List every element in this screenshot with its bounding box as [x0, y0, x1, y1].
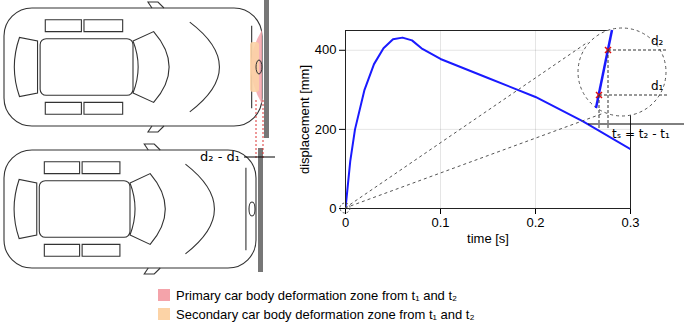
svg-text:0.3: 0.3: [621, 215, 639, 230]
svg-text:Primary car body deformation z: Primary car body deformation zone from t…: [176, 288, 457, 303]
svg-text:tₛ = t₂ - t₁: tₛ = t₂ - t₁: [612, 127, 670, 141]
svg-text:d₁: d₁: [651, 79, 664, 93]
svg-text:0: 0: [329, 201, 336, 216]
svg-text:0: 0: [342, 215, 349, 230]
svg-text:0.2: 0.2: [526, 215, 544, 230]
svg-text:d₂ - d₁: d₂ - d₁: [200, 149, 240, 164]
svg-text:displacement [mm]: displacement [mm]: [297, 65, 312, 174]
svg-text:200: 200: [315, 122, 337, 137]
svg-text:0.1: 0.1: [431, 215, 449, 230]
svg-text:Secondary car body deformation: Secondary car body deformation zone from…: [176, 307, 474, 322]
svg-text:d₂: d₂: [651, 34, 664, 48]
svg-text:time [s]: time [s]: [467, 231, 509, 246]
svg-text:400: 400: [315, 42, 337, 57]
